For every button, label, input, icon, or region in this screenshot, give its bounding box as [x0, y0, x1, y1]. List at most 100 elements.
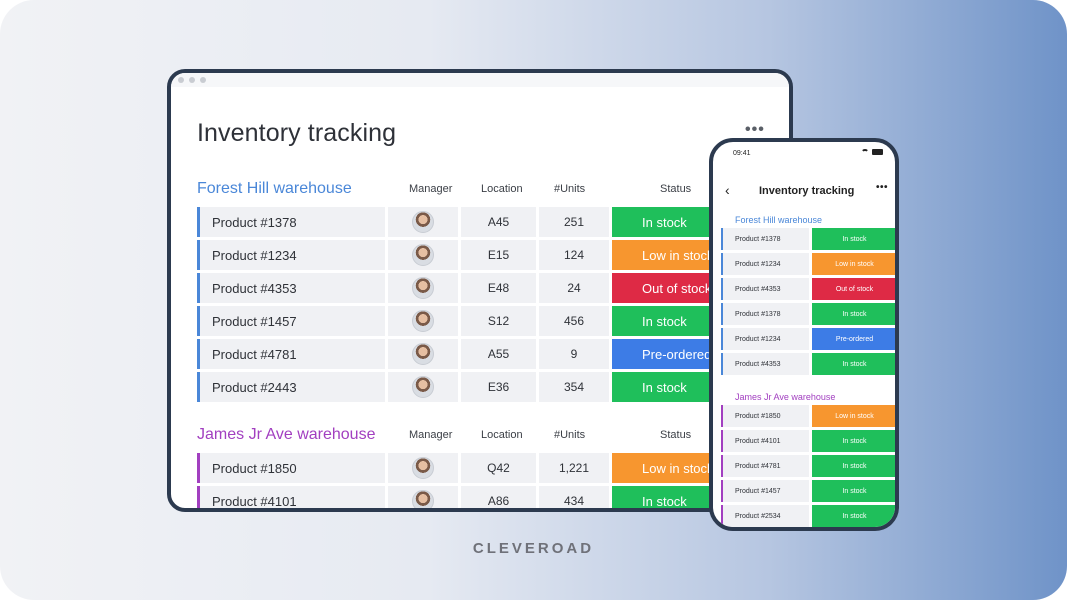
table-row[interactable]: Product #1378 A45 251 In stock [197, 207, 789, 237]
manager-cell[interactable] [388, 372, 458, 402]
units-cell[interactable]: 9 [539, 339, 609, 369]
column-header-manager[interactable]: Manager [409, 429, 453, 441]
more-horizontal-icon[interactable]: ••• [876, 182, 889, 193]
table-row[interactable]: Product #1234 E15 124 Low in stock [197, 240, 789, 270]
product-name-cell[interactable]: Product #1234 [721, 328, 809, 350]
avatar[interactable] [412, 211, 434, 233]
avatar[interactable] [412, 343, 434, 365]
manager-cell[interactable] [388, 207, 458, 237]
product-name-cell[interactable]: Product #1234 [197, 240, 385, 270]
column-header-location[interactable]: Location [481, 429, 523, 441]
avatar[interactable] [412, 457, 434, 479]
units-cell[interactable]: 456 [539, 306, 609, 336]
avatar[interactable] [412, 376, 434, 398]
location-cell[interactable]: Q42 [461, 453, 536, 483]
product-name-cell[interactable]: Product #1378 [197, 207, 385, 237]
column-header-status[interactable]: Status [660, 183, 692, 195]
manager-cell[interactable] [388, 453, 458, 483]
location-cell[interactable]: E48 [461, 273, 536, 303]
manager-cell[interactable] [388, 240, 458, 270]
product-name-cell[interactable]: Product #1850 [197, 453, 385, 483]
location-cell[interactable]: A86 [461, 486, 536, 508]
manager-cell[interactable] [388, 273, 458, 303]
list-item[interactable]: Product #1234 Low in stock [721, 253, 895, 275]
location-cell[interactable]: S12 [461, 306, 536, 336]
table-row[interactable]: Product #1850 Q42 1,221 Low in stock [197, 453, 789, 483]
product-name-cell[interactable]: Product #1850 [721, 405, 809, 427]
status-badge[interactable]: Out of stock [812, 278, 895, 300]
list-item[interactable]: Product #1378 In stock [721, 303, 895, 325]
list-item[interactable]: Product #1378 In stock [721, 228, 895, 250]
table-row[interactable]: Product #1457 S12 456 In stock [197, 306, 789, 336]
window-dot-icon[interactable] [178, 77, 184, 83]
status-badge[interactable]: In stock [812, 303, 895, 325]
window-dot-icon[interactable] [189, 77, 195, 83]
manager-cell[interactable] [388, 339, 458, 369]
phone-group-title[interactable]: Forest Hill warehouse [735, 215, 823, 225]
manager-cell[interactable] [388, 306, 458, 336]
table-row[interactable]: Product #4101 A86 434 In stock [197, 486, 789, 508]
product-name-cell[interactable]: Product #1234 [721, 253, 809, 275]
product-name-cell[interactable]: Product #2534 [721, 505, 809, 527]
avatar[interactable] [412, 277, 434, 299]
location-cell[interactable]: A45 [461, 207, 536, 237]
list-item[interactable]: Product #4101 In stock [721, 430, 895, 452]
list-item[interactable]: Product #1234 Pre-ordered [721, 328, 895, 350]
location-cell[interactable]: E36 [461, 372, 536, 402]
product-name-cell[interactable]: Product #1457 [721, 480, 809, 502]
status-badge[interactable]: In stock [812, 353, 895, 375]
more-horizontal-icon[interactable]: ••• [745, 121, 765, 138]
column-header-units[interactable]: #Units [554, 429, 586, 441]
units-cell[interactable]: 124 [539, 240, 609, 270]
product-name-cell[interactable]: Product #1378 [721, 228, 809, 250]
avatar[interactable] [412, 490, 434, 508]
window-dot-icon[interactable] [200, 77, 206, 83]
list-item[interactable]: Product #4353 In stock [721, 353, 895, 375]
avatar[interactable] [412, 310, 434, 332]
list-item[interactable]: Product #4781 In stock [721, 455, 895, 477]
product-name-cell[interactable]: Product #4353 [197, 273, 385, 303]
column-header-units[interactable]: #Units [554, 183, 586, 195]
column-header-location[interactable]: Location [481, 183, 523, 195]
column-header-manager[interactable]: Manager [409, 183, 453, 195]
location-cell[interactable]: A55 [461, 339, 536, 369]
list-item[interactable]: Product #2534 In stock [721, 505, 895, 527]
product-name-cell[interactable]: Product #4781 [197, 339, 385, 369]
column-header-status[interactable]: Status [660, 429, 692, 441]
product-name-cell[interactable]: Product #1457 [197, 306, 385, 336]
chevron-left-icon[interactable]: ‹ [725, 182, 730, 198]
product-name-cell[interactable]: Product #4101 [721, 430, 809, 452]
status-badge[interactable]: In stock [812, 455, 895, 477]
product-name-cell[interactable]: Product #4101 [197, 486, 385, 508]
units-cell[interactable]: 24 [539, 273, 609, 303]
status-badge[interactable]: Pre-ordered [812, 328, 895, 350]
status-badge[interactable]: In stock [812, 480, 895, 502]
status-badge[interactable]: In stock [812, 430, 895, 452]
product-name-cell[interactable]: Product #4353 [721, 278, 809, 300]
product-name-cell[interactable]: Product #4353 [721, 353, 809, 375]
list-item[interactable]: Product #1457 In stock [721, 480, 895, 502]
status-badge[interactable]: Low in stock [812, 405, 895, 427]
units-cell[interactable]: 1,221 [539, 453, 609, 483]
table-row[interactable]: Product #4781 A55 9 Pre-ordered [197, 339, 789, 369]
group-title[interactable]: James Jr Ave warehouse [197, 426, 376, 443]
manager-cell[interactable] [388, 486, 458, 508]
battery-icon [872, 149, 883, 155]
table-row[interactable]: Product #4353 E48 24 Out of stock [197, 273, 789, 303]
status-badge[interactable]: Low in stock [812, 253, 895, 275]
status-badge[interactable]: In stock [812, 505, 895, 527]
list-item[interactable]: Product #1850 Low in stock [721, 405, 895, 427]
table-row[interactable]: Product #2443 E36 354 In stock [197, 372, 789, 402]
group-title[interactable]: Forest Hill warehouse [197, 180, 352, 197]
units-cell[interactable]: 251 [539, 207, 609, 237]
product-name-cell[interactable]: Product #1378 [721, 303, 809, 325]
phone-group-title[interactable]: James Jr Ave warehouse [735, 392, 836, 402]
status-badge[interactable]: In stock [812, 228, 895, 250]
units-cell[interactable]: 434 [539, 486, 609, 508]
product-name-cell[interactable]: Product #4781 [721, 455, 809, 477]
product-name-cell[interactable]: Product #2443 [197, 372, 385, 402]
location-cell[interactable]: E15 [461, 240, 536, 270]
avatar[interactable] [412, 244, 434, 266]
units-cell[interactable]: 354 [539, 372, 609, 402]
list-item[interactable]: Product #4353 Out of stock [721, 278, 895, 300]
